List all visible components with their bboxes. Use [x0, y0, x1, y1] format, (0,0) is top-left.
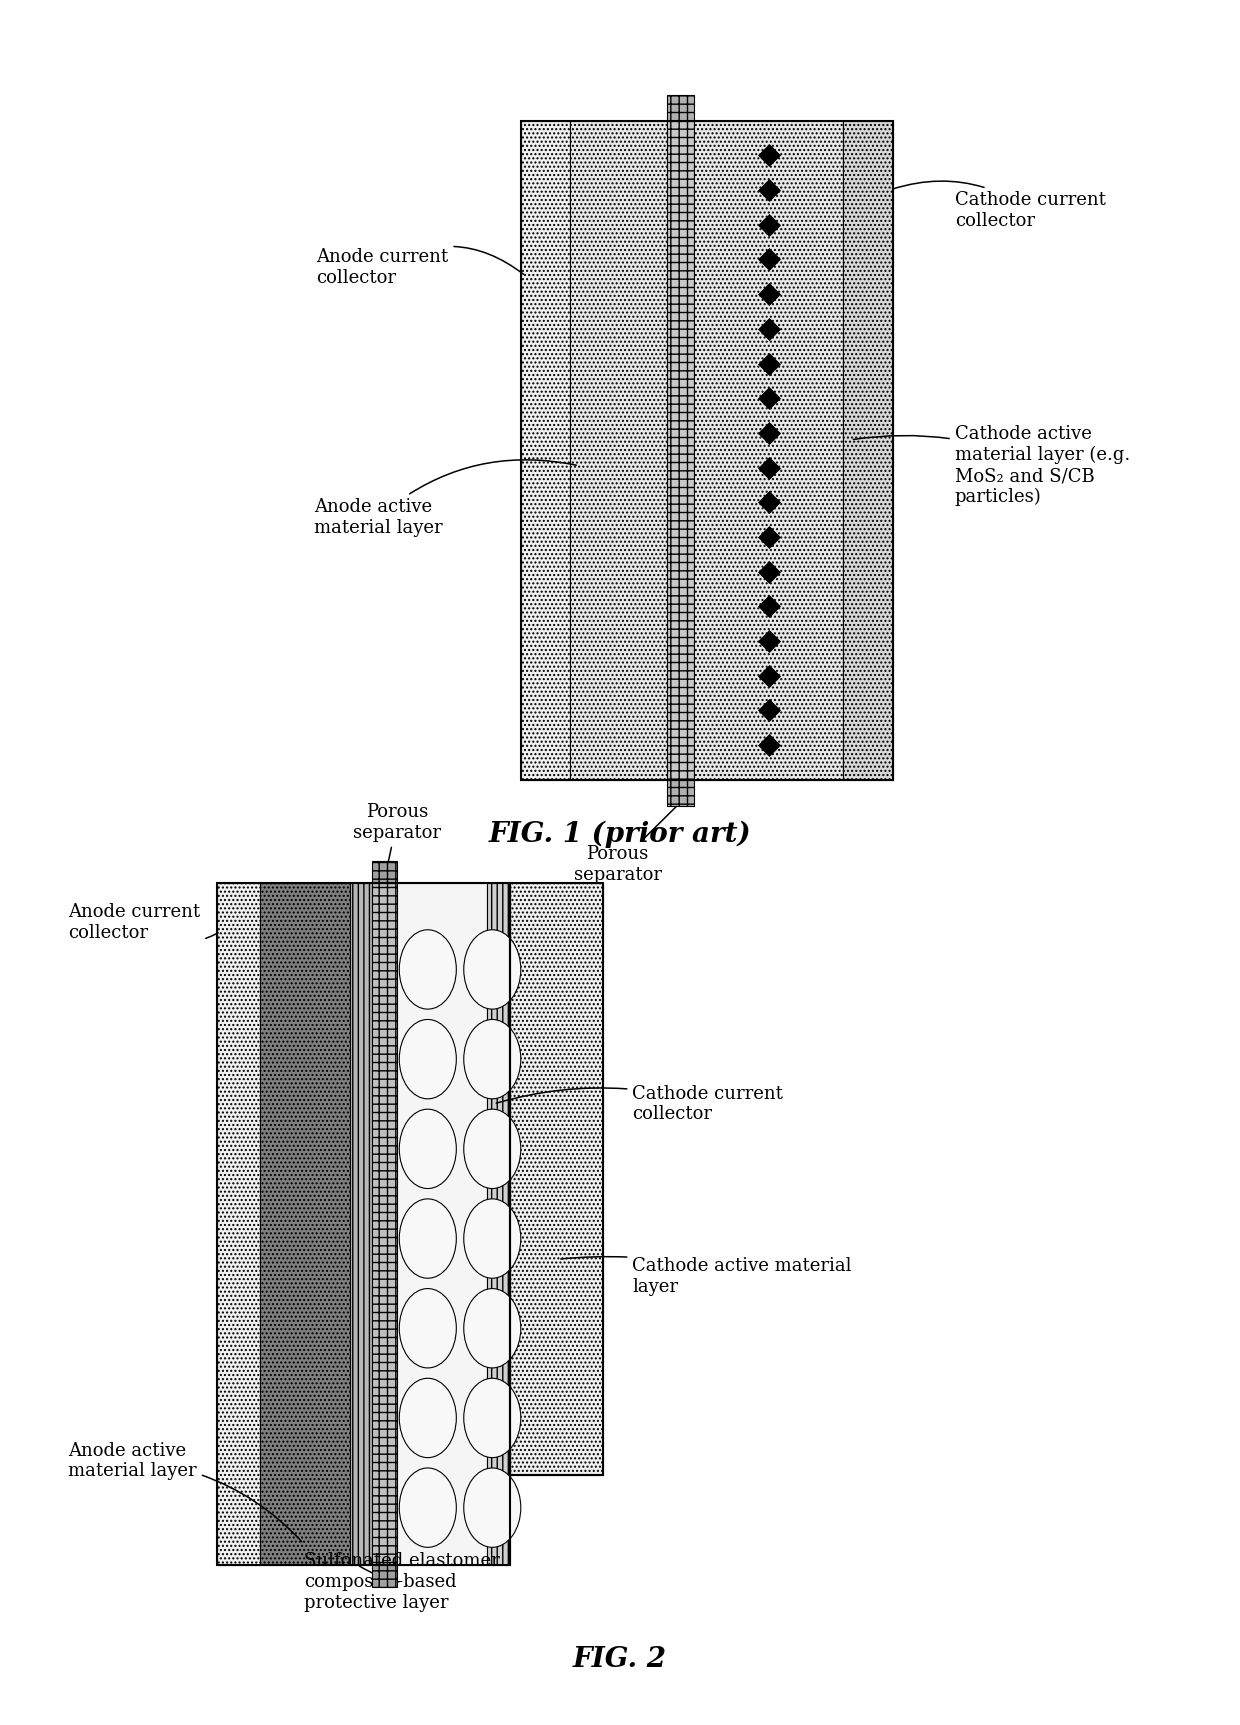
Circle shape	[464, 1289, 521, 1368]
Bar	[510, 883, 603, 1475]
Bar	[667, 121, 694, 780]
Text: Cathode active material
layer: Cathode active material layer	[560, 1256, 852, 1295]
Text: FIG. 1 (prior art): FIG. 1 (prior art)	[489, 821, 751, 849]
Circle shape	[399, 930, 456, 1009]
Text: Porous
separator: Porous separator	[353, 804, 440, 876]
Bar	[570, 121, 667, 780]
Circle shape	[399, 1378, 456, 1458]
Bar	[694, 121, 843, 780]
Text: Cathode active
material layer (e.g.
MoS₂ and S/CB
particles): Cathode active material layer (e.g. MoS₂…	[853, 426, 1130, 505]
Circle shape	[399, 1109, 456, 1189]
Circle shape	[464, 1019, 521, 1099]
Bar	[510, 883, 603, 1475]
Bar	[372, 1565, 397, 1587]
Bar	[372, 861, 397, 883]
Bar	[397, 883, 487, 1565]
Text: Anode current
collector: Anode current collector	[68, 904, 218, 942]
Circle shape	[399, 1199, 456, 1278]
Circle shape	[399, 1468, 456, 1547]
Circle shape	[464, 1378, 521, 1458]
Text: Cathode current
collector: Cathode current collector	[893, 181, 1106, 229]
Bar	[260, 883, 350, 1565]
Circle shape	[399, 1019, 456, 1099]
Circle shape	[464, 1199, 521, 1278]
Bar	[217, 883, 510, 1565]
Text: Porous
separator: Porous separator	[574, 804, 678, 883]
Text: Sulfonated elastomer
composite-based
protective layer: Sulfonated elastomer composite-based pro…	[304, 1552, 500, 1613]
Circle shape	[464, 1468, 521, 1547]
Circle shape	[464, 930, 521, 1009]
Bar	[521, 121, 570, 780]
Circle shape	[399, 1289, 456, 1368]
Bar	[667, 780, 694, 806]
Text: FIG. 2: FIG. 2	[573, 1646, 667, 1673]
Circle shape	[464, 1109, 521, 1189]
Bar	[521, 121, 893, 780]
Text: Anode active
material layer: Anode active material layer	[314, 461, 577, 536]
Bar	[843, 121, 893, 780]
Text: Cathode current
collector: Cathode current collector	[496, 1085, 784, 1123]
Bar	[372, 883, 397, 1565]
Bar	[667, 95, 694, 121]
Bar	[217, 883, 260, 1565]
Bar	[487, 883, 510, 1565]
Text: Anode current
collector: Anode current collector	[316, 247, 523, 286]
Text: Anode active
material layer: Anode active material layer	[68, 1442, 301, 1542]
Bar	[350, 883, 372, 1565]
